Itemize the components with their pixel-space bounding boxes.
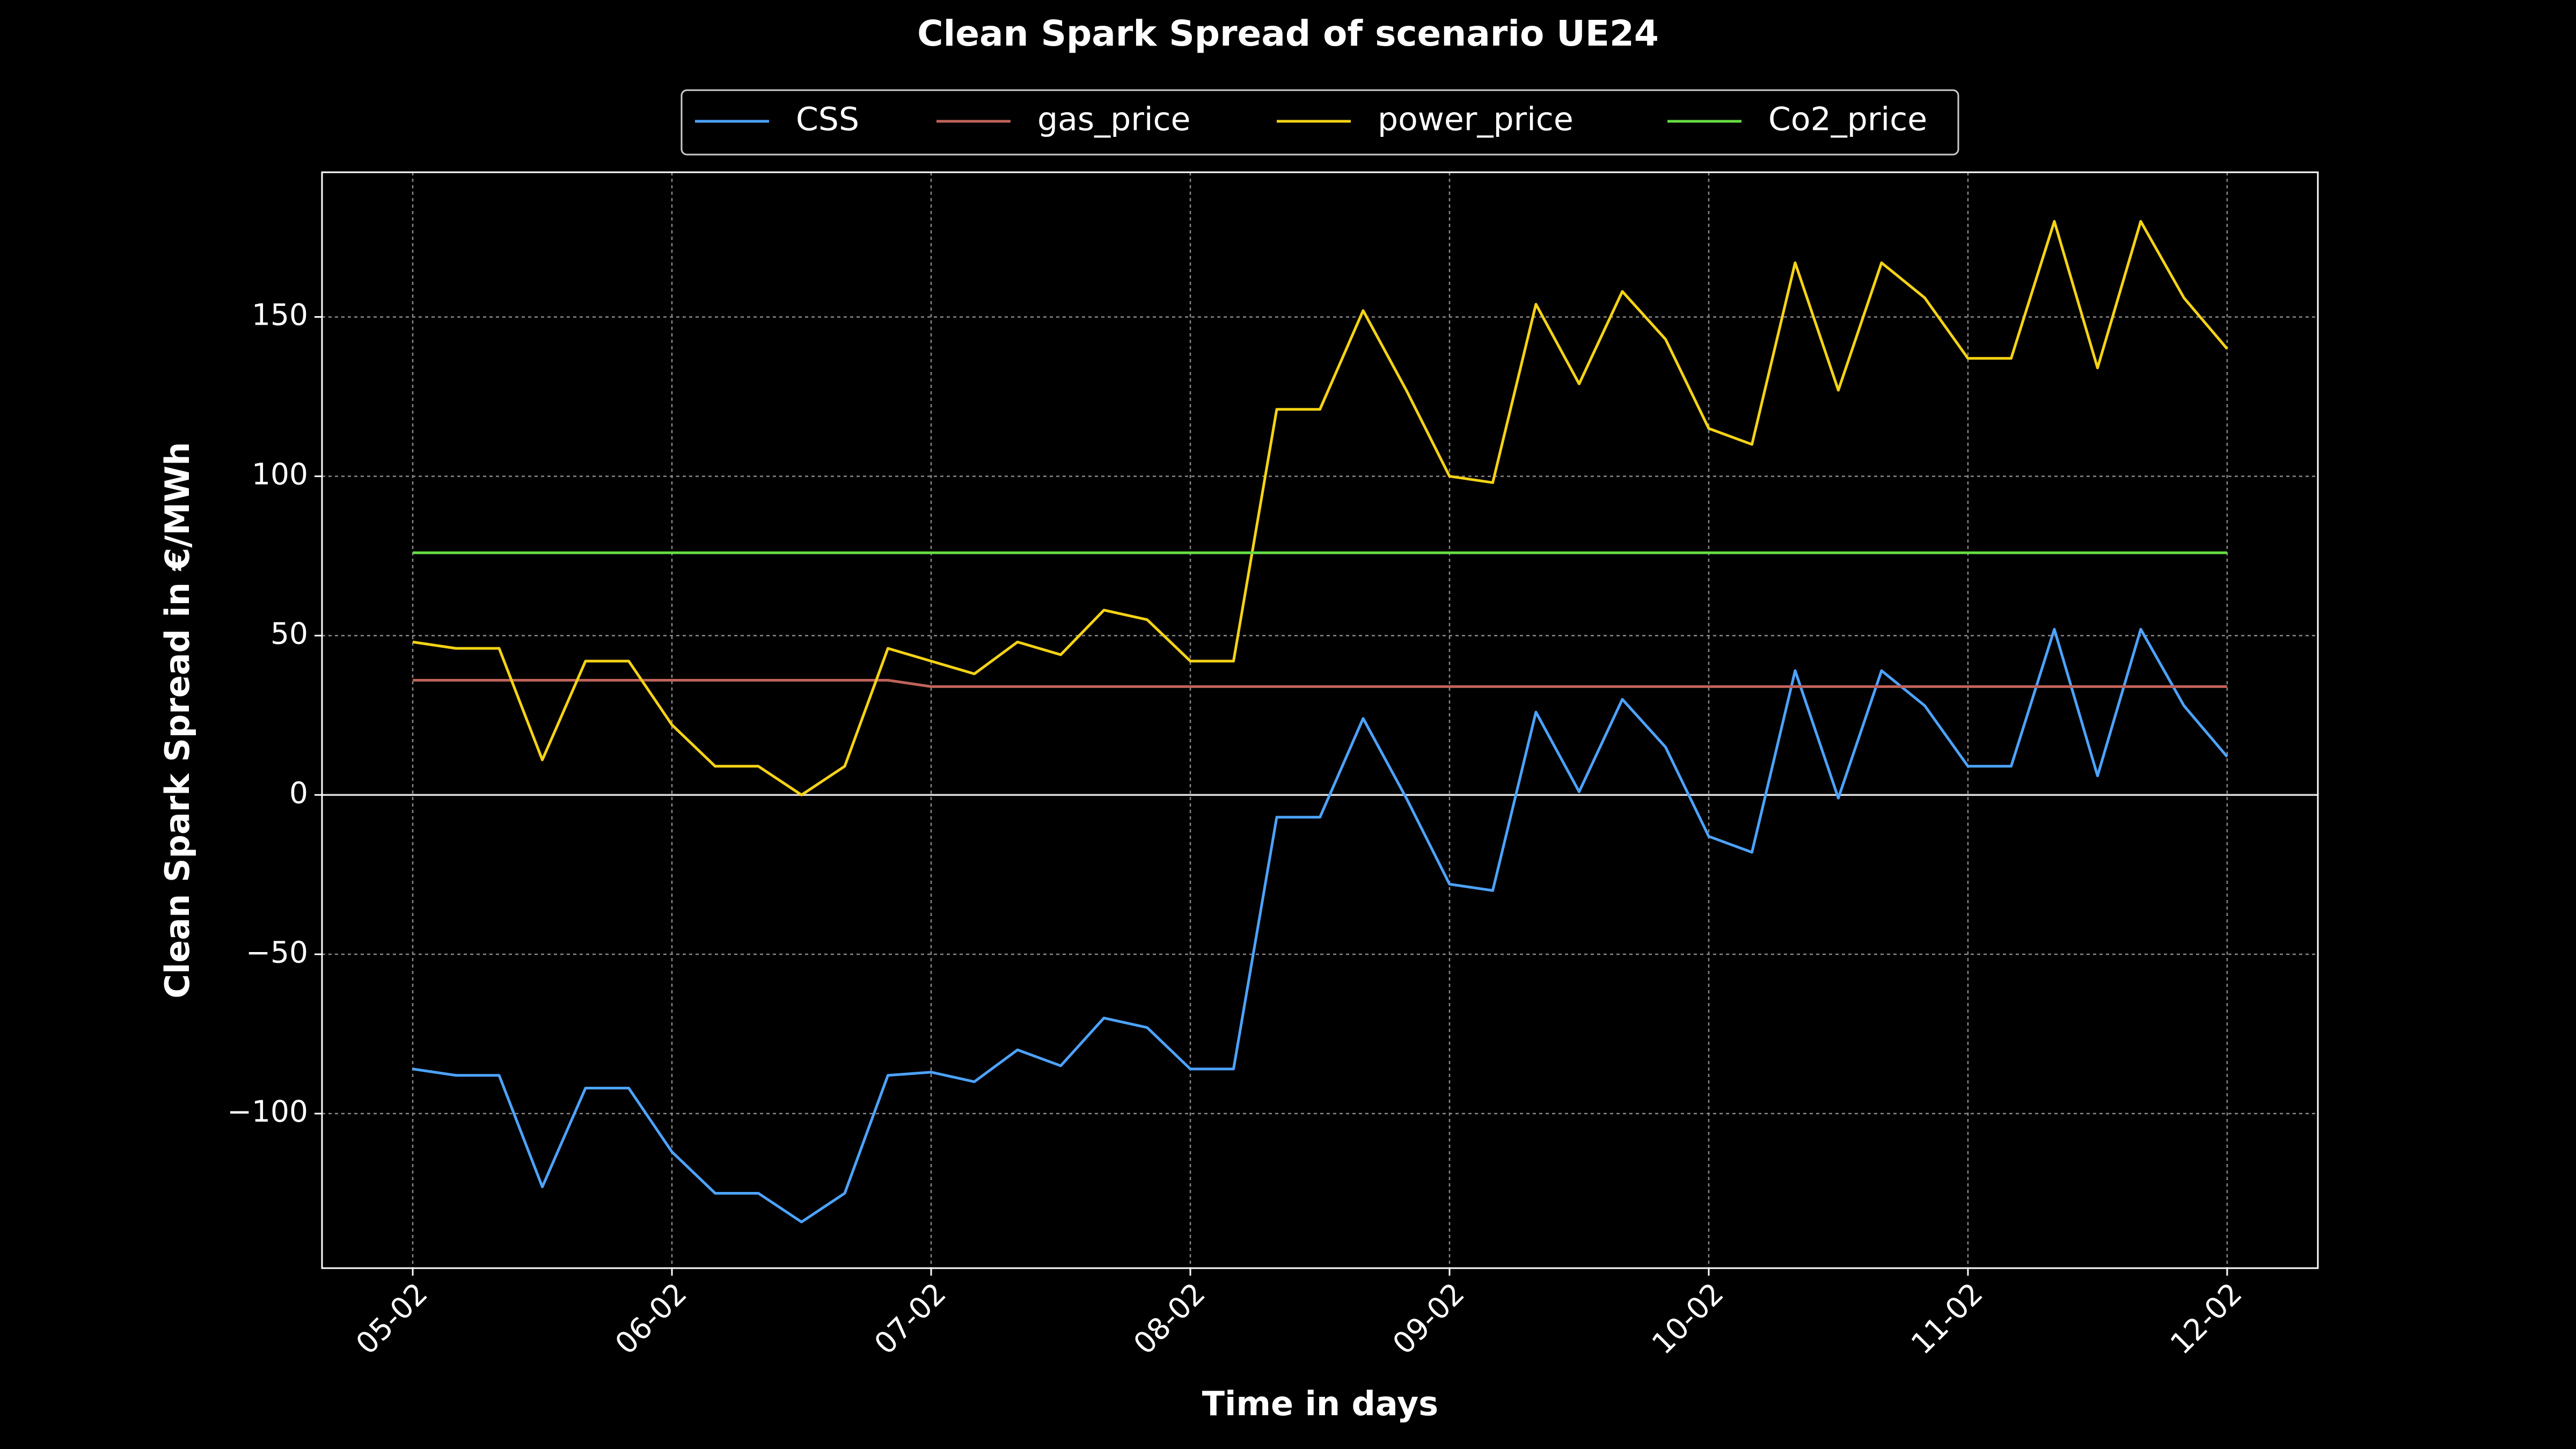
y-tick-label: −50 — [246, 935, 308, 969]
data-line — [412, 219, 2228, 796]
y-tick-label: 100 — [252, 457, 308, 492]
y-axis-label: Clean Spark Spread in €/MWh — [158, 442, 197, 998]
legend-label: Co2_price — [1768, 101, 1927, 138]
y-tick-label: −100 — [227, 1094, 308, 1129]
y-tick-label: 50 — [270, 616, 308, 650]
legend-label: gas_price — [1037, 101, 1190, 138]
legend-label: power_price — [1378, 101, 1574, 138]
x-axis-label: Time in days — [1202, 1384, 1438, 1423]
chart-title: Clean Spark Spread of scenario UE24 — [917, 13, 1659, 54]
data-line — [412, 627, 2228, 1224]
y-tick-label: 0 — [289, 775, 308, 810]
legend-label: CSS — [796, 101, 859, 138]
plot-frame — [321, 171, 2319, 1269]
data-line — [413, 678, 2227, 688]
y-tick-label: 150 — [252, 298, 308, 332]
legend: CSS gas_price power_price Co2_price — [680, 89, 1959, 156]
